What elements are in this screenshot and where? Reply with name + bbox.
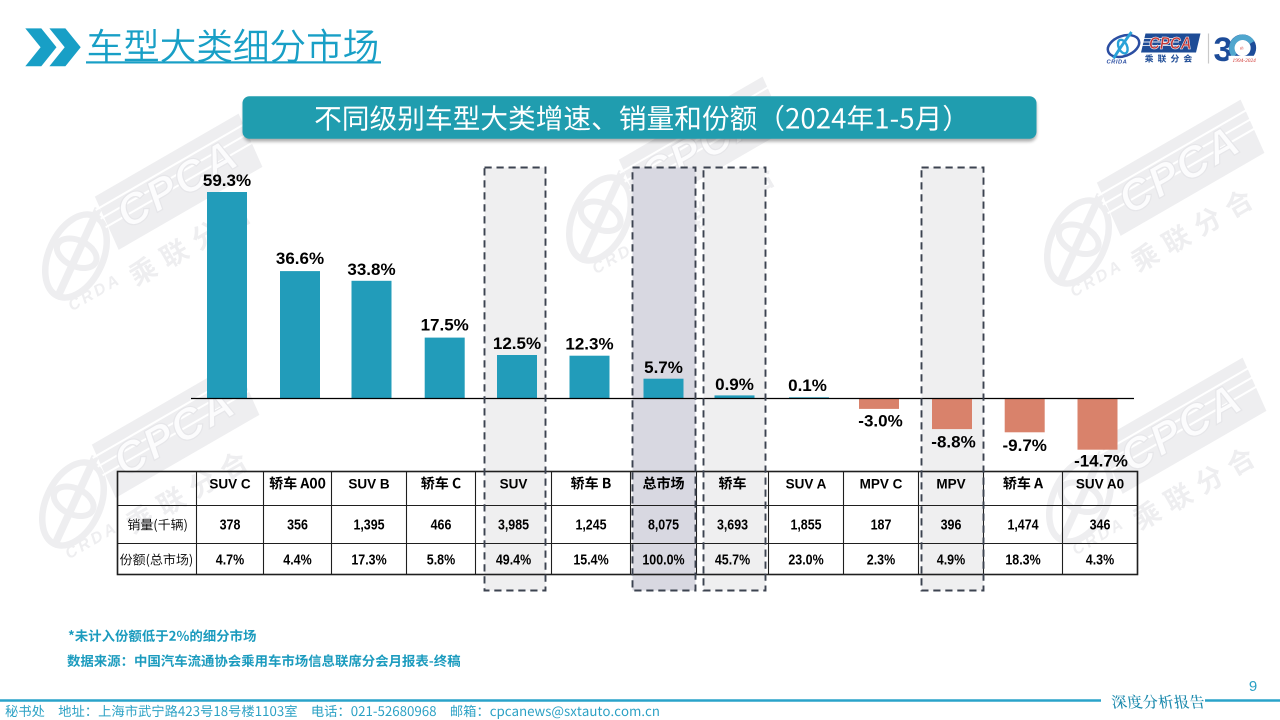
svg-text:5.8%: 5.8%: [427, 552, 455, 569]
svg-text:3,693: 3,693: [717, 517, 748, 534]
svg-text:49.4%: 49.4%: [496, 552, 531, 569]
svg-text:CRIDA: CRIDA: [1107, 60, 1128, 66]
svg-text:4.4%: 4.4%: [283, 552, 311, 569]
svg-text:17.5%: 17.5%: [421, 315, 469, 334]
svg-text:SUV A: SUV A: [786, 476, 827, 491]
svg-text:0.9%: 0.9%: [715, 375, 754, 394]
svg-text:4.7%: 4.7%: [216, 552, 244, 569]
svg-text:1,395: 1,395: [353, 517, 384, 534]
svg-text:9: 9: [1249, 678, 1257, 695]
svg-text:18.3%: 18.3%: [1005, 552, 1040, 569]
svg-text:33.8%: 33.8%: [347, 260, 395, 279]
svg-text:12.5%: 12.5%: [493, 334, 541, 353]
svg-text:396: 396: [941, 517, 962, 534]
svg-text:5.7%: 5.7%: [644, 358, 683, 377]
svg-text:-8.8%: -8.8%: [931, 433, 975, 452]
svg-text:SUV B: SUV B: [348, 476, 390, 491]
svg-text:MPV: MPV: [936, 476, 965, 491]
svg-text:3,985: 3,985: [498, 517, 529, 534]
svg-text:CPCA: CPCA: [1149, 33, 1192, 53]
svg-text:36.6%: 36.6%: [276, 249, 324, 268]
svg-text:2.3%: 2.3%: [867, 552, 895, 569]
svg-text:-14.7%: -14.7%: [1074, 452, 1128, 471]
svg-text:59.3%: 59.3%: [203, 171, 251, 190]
svg-text:SUV C: SUV C: [209, 476, 251, 491]
svg-text:th: th: [1240, 46, 1244, 51]
svg-text:1,474: 1,474: [1007, 517, 1039, 534]
svg-text:1,855: 1,855: [790, 517, 821, 534]
svg-text:466: 466: [431, 517, 452, 534]
svg-text:1,245: 1,245: [575, 517, 606, 534]
svg-text:0.1%: 0.1%: [788, 376, 827, 395]
svg-text:SUV: SUV: [500, 476, 528, 491]
svg-text:4.9%: 4.9%: [937, 552, 965, 569]
svg-text:MPV C: MPV C: [860, 476, 903, 491]
svg-text:23.0%: 23.0%: [788, 552, 823, 569]
svg-text:15.4%: 15.4%: [573, 552, 608, 569]
svg-text:-9.7%: -9.7%: [1002, 436, 1046, 455]
svg-text:187: 187: [871, 517, 892, 534]
svg-text:356: 356: [287, 517, 308, 534]
svg-text:346: 346: [1090, 517, 1111, 534]
svg-text:378: 378: [220, 517, 241, 534]
svg-text:100.0%: 100.0%: [642, 552, 684, 569]
svg-text:12.3%: 12.3%: [565, 335, 613, 354]
svg-text:SUV A0: SUV A0: [1076, 476, 1124, 491]
svg-text:-3.0%: -3.0%: [858, 412, 902, 431]
svg-text:8,075: 8,075: [648, 517, 679, 534]
svg-text:45.7%: 45.7%: [715, 552, 750, 569]
svg-text:3: 3: [1214, 31, 1233, 69]
svg-text:1994-2024: 1994-2024: [1233, 58, 1257, 64]
svg-text:4.3%: 4.3%: [1086, 552, 1114, 569]
svg-text:17.3%: 17.3%: [351, 552, 386, 569]
